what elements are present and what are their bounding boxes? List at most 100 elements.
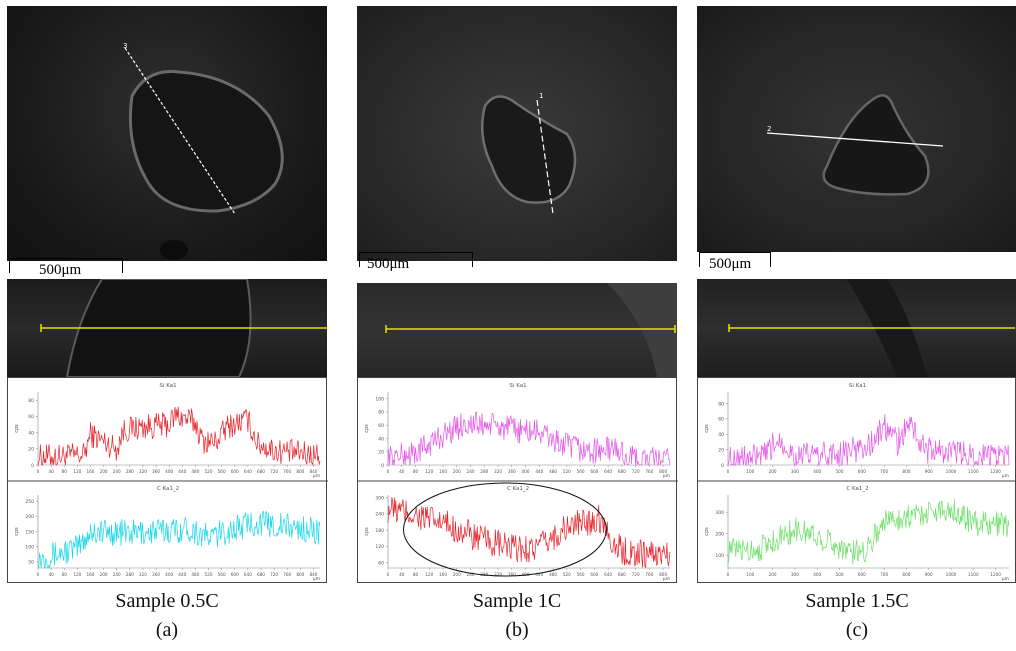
x-tick-label: 160 bbox=[86, 572, 94, 577]
zoom-edge-b bbox=[607, 283, 677, 377]
x-tick-label: 520 bbox=[205, 572, 213, 577]
scan-line-b bbox=[536, 99, 554, 215]
subplot-title: Si Ka1 bbox=[509, 383, 526, 389]
scale-label-c: 500μm bbox=[709, 256, 752, 272]
y-tick-label: 120 bbox=[375, 544, 384, 550]
x-tick-label: 600 bbox=[231, 469, 239, 474]
x-tick-label: 120 bbox=[425, 469, 433, 474]
plot-box-c: Si Ka1 cps μm 0 20 40 60 80 0 100 200 300 400 500 600 7… bbox=[697, 377, 1016, 583]
x-tick-label: 600 bbox=[590, 469, 598, 474]
scan-line-c bbox=[766, 132, 944, 147]
x-tick-label: 760 bbox=[645, 572, 653, 577]
x-tick-label: 360 bbox=[508, 572, 516, 577]
x-tick-label: 600 bbox=[590, 572, 598, 577]
y-tick-label: 100 bbox=[715, 553, 724, 559]
x-tick-label: 240 bbox=[113, 572, 121, 577]
zoom-image-c bbox=[697, 279, 1016, 377]
y-axis-label: cps bbox=[14, 424, 20, 433]
particle-a bbox=[128, 70, 284, 213]
scan-marker-a: 3 bbox=[123, 42, 127, 50]
x-tick-label: 280 bbox=[480, 469, 488, 474]
x-tick-label: 800 bbox=[902, 572, 910, 577]
subplot-title: Si Ka1 bbox=[159, 383, 176, 389]
scan-line-a bbox=[124, 47, 236, 215]
x-tick-label: 500 bbox=[836, 572, 844, 577]
zoom-image-b bbox=[357, 283, 677, 381]
subplot-title: C Ka1_2 bbox=[846, 486, 868, 492]
x-tick-label: 560 bbox=[577, 469, 585, 474]
sem-image-c: 2 bbox=[697, 6, 1016, 252]
x-axis-unit: μm bbox=[313, 474, 320, 479]
x-tick-label: 440 bbox=[178, 469, 186, 474]
y-tick-label: 80 bbox=[28, 398, 34, 404]
panel-b: 1 500μm Si Ka1 cps μm 0 20 40 60 80 100 0 40 80 120 1… bbox=[357, 0, 678, 651]
series-line bbox=[727, 414, 1010, 467]
label-c: (c) bbox=[845, 619, 869, 641]
y-tick-label: 20 bbox=[718, 447, 724, 453]
x-tick-label: 1200 bbox=[990, 572, 1001, 577]
y-axis-label: cps bbox=[14, 527, 20, 536]
x-tick-label: 160 bbox=[439, 469, 447, 474]
scan-marker-b: 1 bbox=[539, 92, 543, 100]
x-tick-label: 900 bbox=[925, 572, 933, 577]
y-tick-label: 300 bbox=[715, 510, 724, 516]
x-tick-label: 600 bbox=[858, 469, 866, 474]
sem-image-a: 3 bbox=[7, 6, 327, 261]
x-tick-label: 800 bbox=[296, 572, 304, 577]
y-tick-label: 40 bbox=[28, 430, 34, 436]
x-tick-label: 680 bbox=[618, 469, 626, 474]
x-tick-label: 680 bbox=[257, 469, 265, 474]
x-tick-label: 360 bbox=[152, 469, 160, 474]
plot-box-a: Si Ka1 cps μm 0 20 40 60 80 0 40 80 120 160 200 240 280… bbox=[7, 377, 328, 583]
x-tick-label: 120 bbox=[73, 469, 81, 474]
x-tick-label: 800 bbox=[659, 572, 667, 577]
x-tick-label: 800 bbox=[659, 469, 667, 474]
x-tick-label: 560 bbox=[218, 469, 226, 474]
series-line bbox=[387, 497, 671, 569]
x-tick-label: 560 bbox=[218, 572, 226, 577]
x-axis-unit: μm bbox=[663, 474, 670, 479]
x-tick-label: 1000 bbox=[946, 469, 957, 474]
y-tick-label: 40 bbox=[718, 432, 724, 438]
x-tick-label: 200 bbox=[453, 572, 461, 577]
x-tick-label: 440 bbox=[535, 572, 543, 577]
x-tick-label: 800 bbox=[296, 469, 304, 474]
y-axis-label: cps bbox=[704, 424, 710, 433]
x-tick-label: 760 bbox=[283, 469, 291, 474]
x-tick-label: 680 bbox=[257, 572, 265, 577]
x-tick-label: 1000 bbox=[946, 572, 957, 577]
zoom-svg-b bbox=[385, 283, 677, 377]
x-tick-label: 360 bbox=[152, 572, 160, 577]
scale-bar-c bbox=[699, 252, 771, 267]
x-tick-label: 1100 bbox=[968, 469, 979, 474]
plot-box-b: Si Ka1 cps μm 0 20 40 60 80 100 0 40 80 120 160 200 240… bbox=[357, 377, 678, 583]
x-tick-label: 40 bbox=[399, 469, 405, 474]
y-tick-label: 50 bbox=[28, 560, 34, 566]
pit-a bbox=[160, 240, 188, 260]
x-tick-label: 320 bbox=[494, 572, 502, 577]
series-line bbox=[37, 406, 321, 466]
particle-b bbox=[480, 95, 577, 204]
y-tick-label: 300 bbox=[375, 496, 384, 502]
highlight-ellipse bbox=[402, 482, 607, 577]
plot-svg-b: Si Ka1 cps μm 0 20 40 60 80 100 0 40 80 120 160 200 240… bbox=[358, 383, 678, 582]
x-tick-label: 0 bbox=[37, 469, 40, 474]
y-tick-label: 0 bbox=[31, 463, 34, 469]
y-tick-label: 60 bbox=[378, 560, 384, 566]
x-tick-label: 40 bbox=[399, 572, 405, 577]
x-tick-label: 100 bbox=[746, 572, 754, 577]
x-tick-label: 600 bbox=[231, 572, 239, 577]
y-tick-label: 60 bbox=[718, 417, 724, 423]
x-tick-label: 300 bbox=[791, 469, 799, 474]
x-tick-label: 700 bbox=[880, 469, 888, 474]
label-a: (a) bbox=[155, 619, 179, 641]
y-tick-label: 150 bbox=[25, 529, 34, 535]
x-tick-label: 700 bbox=[880, 572, 888, 577]
y-tick-label: 20 bbox=[378, 450, 384, 456]
x-tick-label: 0 bbox=[387, 469, 390, 474]
x-tick-label: 480 bbox=[191, 572, 199, 577]
x-tick-label: 840 bbox=[309, 572, 317, 577]
panel-a: 3 500μm Si Ka1 cps μm 0 20 40 60 80 0 40 80 120 160 2… bbox=[7, 0, 328, 651]
